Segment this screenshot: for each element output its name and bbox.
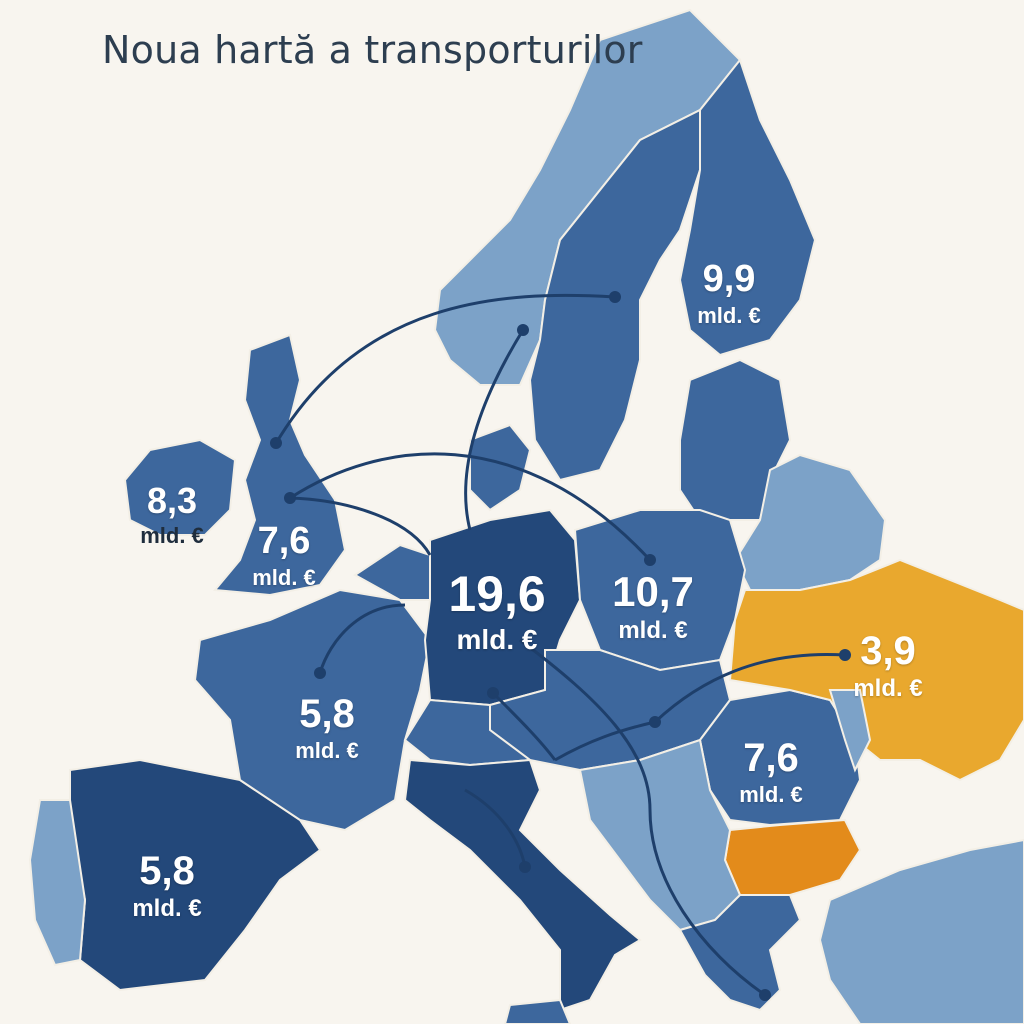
- unit-ukraine: mld. €: [853, 675, 923, 702]
- route-norway-germany: [464, 329, 525, 531]
- map-title: Noua hartă a transporturilor: [102, 28, 643, 72]
- node-london: [284, 492, 296, 504]
- label-germany: 19,6 mld. €: [448, 568, 545, 654]
- route-nodes: [270, 291, 851, 1001]
- value-france: 5,8: [299, 692, 355, 736]
- unit-finland: mld. €: [697, 302, 761, 328]
- region-bulgaria: [723, 818, 862, 896]
- unit-germany: mld. €: [456, 623, 538, 655]
- region-great-britain: [213, 333, 347, 597]
- region-benelux: [353, 543, 431, 601]
- region-moldova: [828, 689, 872, 773]
- region-denmark: [469, 423, 532, 512]
- value-poland: 10,7: [612, 568, 694, 615]
- value-finland: 9,9: [702, 258, 756, 300]
- region-portugal: [28, 799, 87, 967]
- value-ireland: 8,3: [146, 480, 198, 521]
- value-romania: 7,6: [743, 736, 799, 780]
- node-edinburgh: [270, 437, 282, 449]
- route-germany-alps: [491, 691, 557, 761]
- value-spain: 5,8: [139, 849, 195, 893]
- route-britain-germany: [289, 496, 432, 556]
- route-alps-hungary: [554, 720, 656, 762]
- route-alps-italy: [464, 788, 527, 868]
- route-ukraine-hungary: [653, 652, 846, 724]
- region-ukraine: [728, 558, 1024, 782]
- region-ireland: [123, 438, 237, 536]
- label-great-britain: 7,6 mld. €: [252, 520, 316, 590]
- label-ukraine: 3,9 mld. €: [853, 630, 922, 701]
- region-romania: [698, 688, 862, 827]
- unit-ireland: mld. €: [140, 522, 204, 548]
- label-spain: 5,8 mld. €: [132, 850, 201, 921]
- label-poland: 10,7 mld. €: [612, 568, 694, 645]
- label-france: 5,8 mld. €: [295, 693, 359, 762]
- unit-romania: mld. €: [739, 782, 803, 807]
- region-turkey: [818, 838, 1024, 1024]
- node-paris: [314, 667, 326, 679]
- node-warsaw: [644, 554, 656, 566]
- route-finland-britain: [273, 293, 616, 446]
- label-finland: 9,9 mld. €: [697, 258, 761, 328]
- route-germany-greece: [519, 638, 766, 997]
- region-alps: [403, 698, 533, 767]
- node-stockholm: [609, 291, 621, 303]
- region-greece: [678, 894, 802, 1012]
- region-finland: [678, 57, 817, 357]
- node-athens: [759, 989, 771, 1001]
- node-munich: [487, 687, 499, 699]
- route-germany-france: [318, 603, 406, 674]
- label-ireland: 8,3 mld. €: [140, 482, 204, 547]
- value-germany: 19,6: [448, 566, 546, 622]
- unit-france: mld. €: [295, 738, 359, 763]
- region-italy: [403, 758, 642, 1012]
- node-kyiv: [839, 649, 851, 661]
- region-france: [193, 588, 432, 832]
- unit-spain: mld. €: [132, 895, 202, 922]
- node-budapest: [649, 716, 661, 728]
- value-great-britain: 7,6: [257, 520, 311, 562]
- unit-poland: mld. €: [618, 617, 688, 645]
- route-britain-poland: [289, 452, 652, 562]
- label-romania: 7,6 mld. €: [739, 737, 803, 806]
- region-sicily: [503, 998, 572, 1024]
- value-ukraine: 3,9: [860, 629, 916, 673]
- transport-routes: [273, 293, 846, 997]
- node-rome: [519, 861, 531, 873]
- unit-great-britain: mld. €: [252, 564, 316, 590]
- node-oslo: [517, 324, 529, 336]
